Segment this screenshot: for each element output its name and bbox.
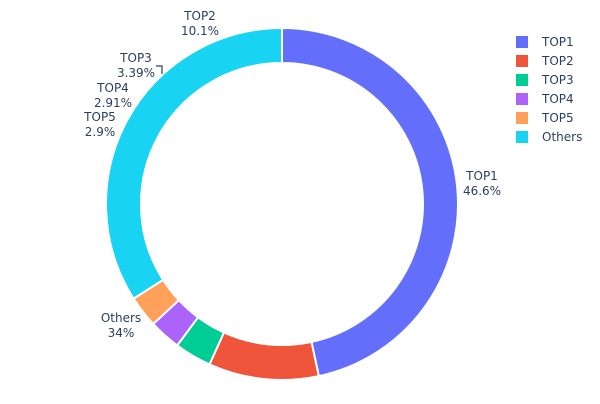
- legend-swatch: [516, 131, 528, 143]
- slice-label-top5: TOP5 2.9%: [83, 110, 116, 139]
- legend-item-top5[interactable]: TOP5: [516, 111, 574, 125]
- legend-label: TOP4: [541, 92, 574, 106]
- slice-top2[interactable]: [208, 331, 320, 381]
- legend-item-top4[interactable]: TOP4: [516, 92, 574, 106]
- legend-swatch: [516, 93, 528, 105]
- legend-swatch: [516, 74, 528, 86]
- legend-swatch: [516, 36, 528, 48]
- slice-others[interactable]: [105, 26, 283, 301]
- legend-label: TOP3: [541, 73, 574, 87]
- slice-label-top4: TOP4 2.91%: [94, 81, 132, 110]
- legend-label: TOP2: [541, 54, 574, 68]
- legend-swatch: [516, 55, 528, 67]
- slice-top1[interactable]: [281, 26, 459, 378]
- leader-line-top3: [156, 65, 163, 74]
- legend-item-top1[interactable]: TOP1: [516, 35, 574, 49]
- legend-label: TOP1: [541, 35, 574, 49]
- slice-label-others: Others 34%: [101, 311, 141, 340]
- slice-label-top2: TOP2 10.1%: [181, 9, 219, 38]
- legend: TOP1 TOP2 TOP3 TOP4 TOP5 Others: [516, 35, 582, 144]
- legend-item-top2[interactable]: TOP2: [516, 54, 574, 68]
- legend-label: Others: [542, 130, 582, 144]
- slices: [105, 26, 459, 381]
- legend-swatch: [516, 112, 528, 124]
- slice-labels: TOP1 46.6% TOP2 10.1% TOP3 3.39%TOP4 2.91%TOP5…: [83, 9, 501, 340]
- legend-item-others[interactable]: Others: [516, 130, 582, 144]
- slice-label-top1: TOP1 46.6%: [463, 169, 501, 198]
- legend-label: TOP5: [541, 111, 574, 125]
- legend-item-top3[interactable]: TOP3: [516, 73, 574, 87]
- slice-label-top3: TOP3 3.39%: [117, 51, 155, 80]
